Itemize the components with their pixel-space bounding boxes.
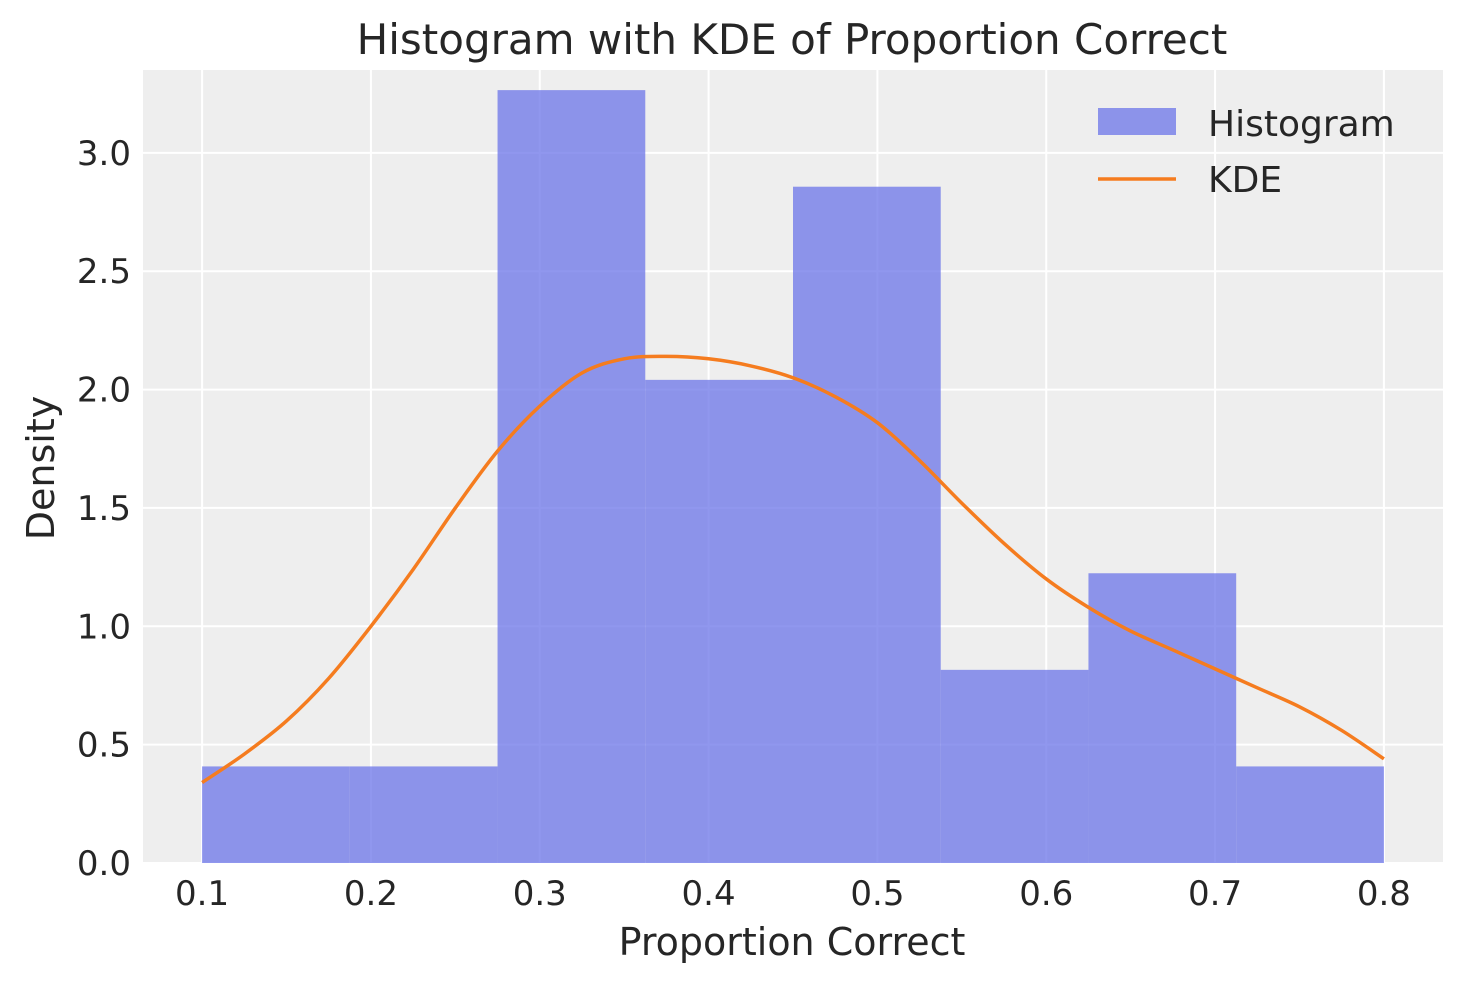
histogram-bar	[940, 669, 1089, 863]
histogram-bar	[349, 766, 498, 863]
kde-line	[201, 354, 1385, 784]
x-axis-label: Proportion Correct	[619, 920, 966, 964]
legend-kde-label: KDE	[1208, 160, 1282, 201]
histogram-bar	[793, 186, 941, 864]
chart-title: Histogram with KDE of Proportion Correct	[357, 15, 1228, 64]
y-tick-label: 2.5	[77, 252, 131, 292]
histogram-bar	[1088, 573, 1237, 863]
y-axis-ticks: 0.0 0.5 1.0 1.5 2.0 2.5 3.0	[77, 134, 131, 884]
x-tick-label: 0.2	[344, 874, 398, 914]
y-tick-label: 0.5	[77, 726, 131, 766]
legend-histogram-label: Histogram	[1208, 104, 1395, 145]
x-tick-label: 0.5	[850, 874, 904, 914]
y-tick-label: 1.0	[77, 607, 131, 647]
x-tick-label: 0.8	[1357, 874, 1411, 914]
histogram-bar	[202, 766, 350, 863]
legend-histogram-swatch	[1098, 108, 1176, 135]
histogram-bar	[1236, 766, 1384, 863]
x-tick-label: 0.6	[1019, 874, 1073, 914]
kde-line-layer	[201, 354, 1385, 784]
y-tick-label: 2.0	[77, 371, 131, 411]
x-tick-label: 0.3	[513, 874, 567, 914]
x-tick-label: 0.4	[682, 874, 736, 914]
x-tick-label: 0.1	[175, 874, 229, 914]
x-axis-ticks: 0.1 0.2 0.3 0.4 0.5 0.6 0.7 0.8	[175, 874, 1411, 914]
x-tick-label: 0.7	[1188, 874, 1242, 914]
y-tick-label: 1.5	[77, 489, 131, 529]
histogram-bars	[202, 90, 1384, 864]
histogram-bar	[497, 90, 646, 863]
y-tick-label: 0.0	[77, 844, 131, 884]
legend: Histogram KDE	[1098, 104, 1395, 201]
y-tick-label: 3.0	[77, 134, 131, 174]
histogram-bar	[645, 379, 793, 863]
y-axis-label: Density	[19, 396, 63, 540]
